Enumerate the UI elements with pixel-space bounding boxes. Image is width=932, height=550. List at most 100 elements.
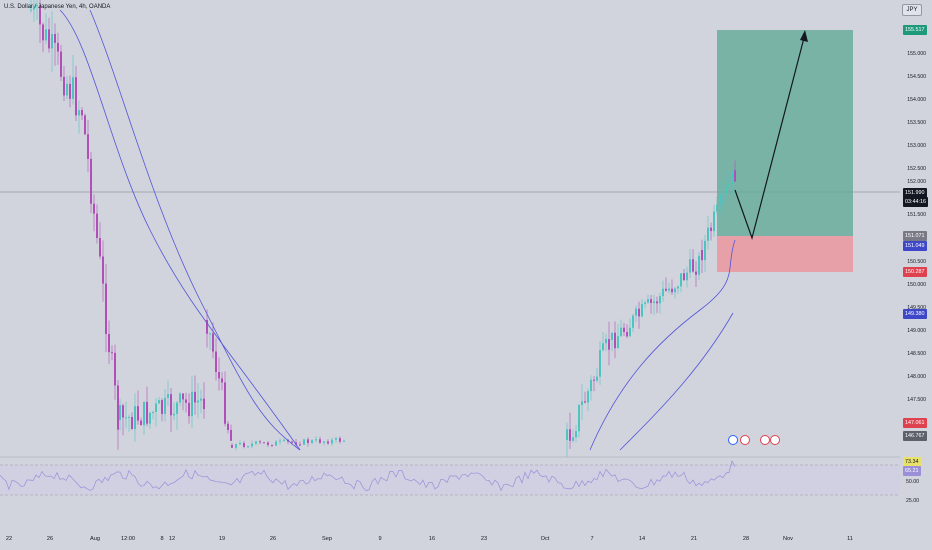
candle-body	[303, 439, 305, 445]
candle-body	[152, 411, 154, 413]
candle-body	[701, 250, 703, 261]
candle-body	[48, 29, 50, 49]
candle-body	[99, 238, 101, 257]
low-red-badge: 147.061	[903, 418, 927, 428]
candle-body	[566, 429, 568, 440]
candle-body	[170, 394, 172, 416]
candle-body	[176, 402, 178, 414]
candle-body	[335, 438, 337, 440]
candle-body	[725, 187, 727, 195]
candle-body	[620, 327, 622, 337]
candle-body	[689, 259, 691, 273]
candle-body	[206, 320, 208, 334]
price-tick: 154.000	[907, 97, 926, 103]
candle-body	[194, 391, 196, 403]
candle-body	[179, 393, 181, 403]
time-label: Oct	[540, 536, 550, 542]
candle-body	[584, 401, 586, 403]
candle-body	[78, 110, 80, 116]
candle-body	[36, 5, 38, 7]
time-label: 12	[168, 536, 176, 542]
slow-ma-line	[89, 9, 301, 451]
candle-body	[719, 195, 721, 205]
candle-body	[230, 429, 232, 441]
price-tick: 153.000	[907, 143, 926, 149]
candle-body	[339, 438, 341, 442]
candle-body	[671, 288, 673, 293]
candle-body	[307, 439, 309, 444]
candle-body	[57, 42, 59, 52]
symbol-title[interactable]: U.S. Dollar / Japanese Yen, 4h, OANDA	[4, 4, 111, 10]
candle-body	[656, 301, 658, 304]
candle-body	[227, 423, 229, 430]
price-tick: 155.000	[907, 51, 926, 57]
candle-body	[149, 412, 151, 424]
candle-body	[93, 203, 95, 214]
price-tick: 147.500	[907, 397, 926, 403]
candle-body	[641, 303, 643, 317]
profit-zone	[717, 30, 853, 236]
candle-body	[602, 343, 604, 351]
candle-body	[105, 283, 107, 334]
fast-ma-line	[59, 9, 301, 451]
candle-body	[221, 378, 223, 383]
candle-body	[119, 405, 121, 420]
loss-zone	[717, 236, 853, 272]
candle-body	[311, 440, 313, 444]
time-label: 23	[480, 536, 488, 542]
candle-body	[572, 437, 574, 441]
candle-body	[188, 402, 190, 417]
candle-body	[114, 352, 116, 386]
candle-body	[243, 443, 245, 447]
candle-body	[343, 440, 345, 442]
candle-body	[629, 327, 631, 337]
earnings-icon[interactable]	[728, 435, 738, 445]
candle-body	[134, 406, 136, 430]
price-tick: 149.500	[907, 305, 926, 311]
candle-body	[617, 336, 619, 349]
candle-body	[299, 444, 301, 446]
candle-body	[72, 77, 74, 99]
candle-body	[728, 183, 730, 188]
candle-body	[235, 444, 237, 448]
currency-button[interactable]: JPY	[902, 4, 922, 16]
us-flag-icon[interactable]	[760, 435, 770, 445]
price-axis[interactable]: 155.000 154.500 154.000 153.500 153.000 …	[900, 0, 932, 530]
candle-body	[155, 403, 157, 412]
time-label: 16	[428, 536, 436, 542]
candle-body	[63, 76, 65, 96]
time-label: Sep	[322, 536, 332, 542]
price-tick: 152.500	[907, 166, 926, 172]
candle-body	[66, 83, 68, 96]
candle-body	[203, 398, 205, 410]
candle-body	[102, 256, 104, 284]
candle-body	[647, 299, 649, 303]
us-flag-icon[interactable]	[770, 435, 780, 445]
candle-body	[263, 442, 265, 444]
candle-body	[327, 441, 329, 444]
candle-body	[677, 286, 679, 289]
price-chart[interactable]	[0, 0, 900, 530]
price-tick: 148.000	[907, 374, 926, 380]
candle-body	[578, 405, 580, 432]
candle-body	[218, 372, 220, 379]
slow-ma-badge: 149.380	[903, 309, 927, 319]
candle-body	[140, 420, 142, 426]
candle-body	[212, 333, 214, 352]
fast-ma-line-right	[589, 239, 736, 451]
us-flag-icon[interactable]	[740, 435, 750, 445]
candle-body	[128, 416, 130, 418]
candle-body	[680, 273, 682, 287]
candle-body	[569, 429, 571, 441]
candle-body	[587, 391, 589, 403]
time-label: 28	[742, 536, 750, 542]
price-tick: 152.000	[907, 179, 926, 185]
candle-body	[87, 134, 89, 159]
candle-body	[197, 400, 199, 403]
candle-body	[231, 445, 233, 448]
time-axis[interactable]: 22 26 Aug 12:00 8 12 19 26 Sep 9 16 23 O…	[0, 532, 900, 550]
candle-body	[33, 5, 35, 10]
candle-body	[713, 211, 715, 232]
candle-body	[668, 288, 670, 291]
